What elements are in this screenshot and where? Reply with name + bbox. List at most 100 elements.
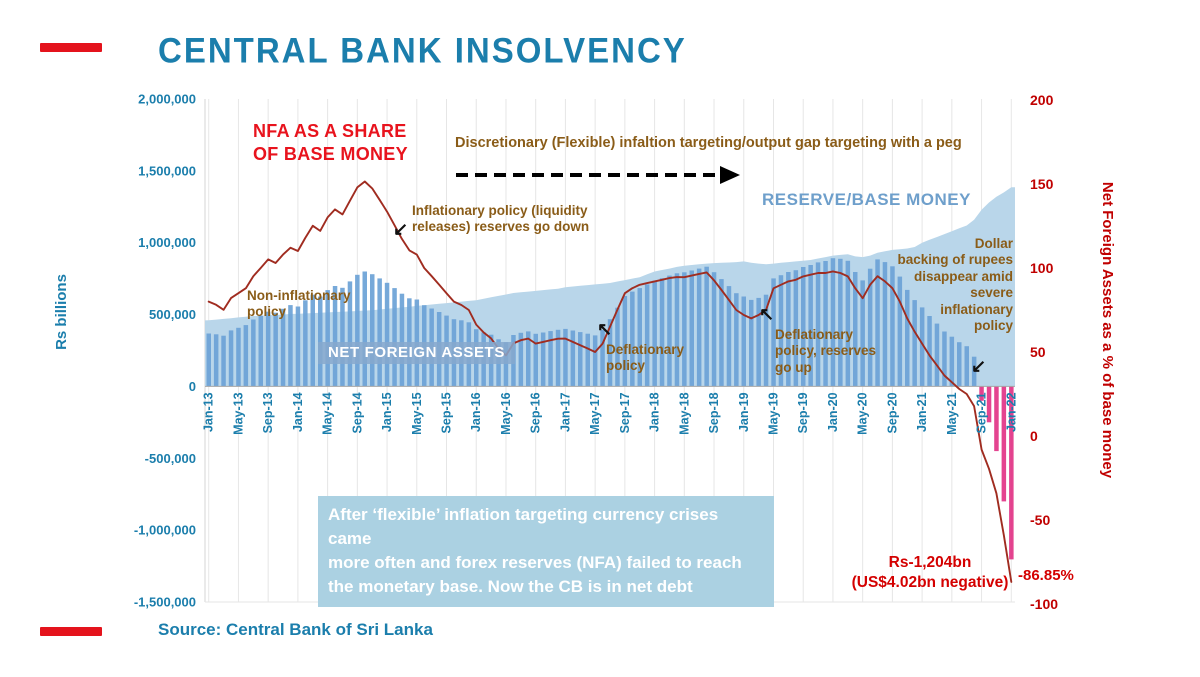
x-tick-label: Jan-15 xyxy=(380,392,394,432)
nfa-bar xyxy=(1001,386,1007,502)
nfa-bar xyxy=(763,294,769,387)
nfa-bar xyxy=(890,266,895,387)
x-tick-label: May-18 xyxy=(677,392,691,434)
y-left-tick-label: -1,000,000 xyxy=(134,523,196,538)
dashed-arrow-head xyxy=(720,166,740,184)
nfa-bar xyxy=(392,288,397,387)
nfa-bar xyxy=(949,336,955,387)
nfa-bar xyxy=(236,327,241,387)
nfa-bar xyxy=(830,258,836,387)
final-nfa-value-label: Rs-1,204bn (US$4.02bn negative) xyxy=(851,554,1009,592)
nfa-bar xyxy=(964,346,969,387)
nfa-bar xyxy=(919,307,925,387)
y-left-tick-label: 1,500,000 xyxy=(138,163,196,178)
nfa-bar xyxy=(801,267,806,387)
nfa-bar xyxy=(749,299,754,387)
nfa-bar xyxy=(778,275,784,387)
y-left-tick-label: 500,000 xyxy=(149,307,196,322)
nfa-bar xyxy=(838,258,843,387)
nfa-bar xyxy=(533,333,538,387)
nfa-bar xyxy=(979,386,984,401)
nfa-bar xyxy=(273,312,278,387)
nfa-bar xyxy=(845,260,851,387)
nfa-bar xyxy=(659,278,665,387)
nfa-bar xyxy=(667,275,672,387)
x-tick-label: Sep-15 xyxy=(440,392,454,433)
nfa-bar xyxy=(600,329,605,387)
nfa-bar xyxy=(303,300,308,387)
left-axis-title: Rs billions xyxy=(53,274,70,350)
nfa-bar xyxy=(808,265,813,387)
nfa-bar xyxy=(265,311,271,387)
bottom-accent-bar xyxy=(40,627,102,636)
nfa-bar xyxy=(696,268,702,387)
x-tick-label: Jan-13 xyxy=(202,392,216,432)
nfa-bar xyxy=(971,356,977,387)
non-inflationary-policy-annotation: Non-inflationary policy xyxy=(247,288,351,320)
nfa-bar xyxy=(644,284,650,387)
nfa-bar xyxy=(362,271,367,387)
nfa-bar xyxy=(711,272,717,387)
nfa-bar xyxy=(540,332,546,387)
x-tick-label: May-15 xyxy=(410,392,424,434)
x-tick-label: Sep-16 xyxy=(529,392,543,433)
x-tick-label: Jan-14 xyxy=(291,392,305,432)
y-right-tick-label: 0 xyxy=(1030,428,1038,444)
y-left-tick-label: 2,000,000 xyxy=(138,92,196,107)
right-axis-title: Net Foreign Assets as a % of base money xyxy=(1099,182,1116,479)
nfa-bar xyxy=(927,316,932,387)
nfa-bar xyxy=(823,261,828,387)
nfa-bar xyxy=(674,273,680,387)
nfa-bar xyxy=(875,259,880,387)
nfa-bar xyxy=(592,335,598,387)
nfa-bar xyxy=(399,293,405,387)
summary-caption-box: After ‘flexible’ inflation targeting cur… xyxy=(318,496,774,607)
y-right-tick-label: -100 xyxy=(1030,596,1058,612)
inflationary-policy-annotation: Inflationary policy (liquidity releases)… xyxy=(412,203,590,235)
nfa-bar xyxy=(295,306,301,387)
nfa-bar xyxy=(206,333,211,387)
final-share-value-label: -86.85% xyxy=(1018,567,1074,584)
nfa-bar xyxy=(221,335,226,387)
x-tick-label: Sep-18 xyxy=(707,392,721,433)
nfa-bar xyxy=(1009,386,1014,560)
nfa-bar xyxy=(332,286,338,387)
x-tick-label: Jan-21 xyxy=(915,392,929,432)
nfa-bar xyxy=(630,291,635,387)
nfa-bar xyxy=(370,274,375,387)
x-tick-label: Jan-17 xyxy=(558,392,572,432)
y-right-tick-label: 200 xyxy=(1030,92,1054,108)
nfa-bar xyxy=(986,386,992,423)
nfa-bar xyxy=(942,331,947,387)
nfa-bar xyxy=(503,342,509,387)
page-title: CENTRAL BANK INSOLVENCY xyxy=(158,30,687,70)
top-accent-bar xyxy=(40,43,102,52)
nfa-bar xyxy=(377,278,382,387)
nfa-bar xyxy=(689,270,694,387)
nfa-bar xyxy=(384,282,390,387)
nfa-bar xyxy=(912,300,917,387)
source-note: Source: Central Bank of Sri Lanka xyxy=(158,620,433,639)
nfa-bar xyxy=(853,272,858,387)
nfa-bar xyxy=(994,386,999,452)
nfa-bar xyxy=(288,305,293,387)
nfa-bar xyxy=(771,278,776,387)
nfa-bar xyxy=(280,308,286,387)
nfa-bar xyxy=(756,297,761,387)
dollar-backing-annotation: Dollar backing of rupees disappear amid … xyxy=(897,236,1013,334)
nfa-bar xyxy=(585,333,590,387)
x-tick-label: Sep-19 xyxy=(796,392,810,433)
y-left-tick-label: 1,000,000 xyxy=(138,235,196,250)
nfa-bar xyxy=(213,334,219,387)
nfa-bar xyxy=(652,280,657,387)
nfa-bar xyxy=(934,323,940,387)
nfa-bar xyxy=(243,325,249,387)
nfa-bar xyxy=(815,262,821,387)
deflationary-policy-annotation-2: Deflationary policy, reserves go up xyxy=(775,327,877,375)
nfa-bar xyxy=(355,274,360,387)
nfa-bar xyxy=(325,290,330,387)
nfa-bar xyxy=(867,268,873,387)
nfa-bar xyxy=(570,330,576,387)
x-tick-label: Sep-21 xyxy=(975,392,989,433)
